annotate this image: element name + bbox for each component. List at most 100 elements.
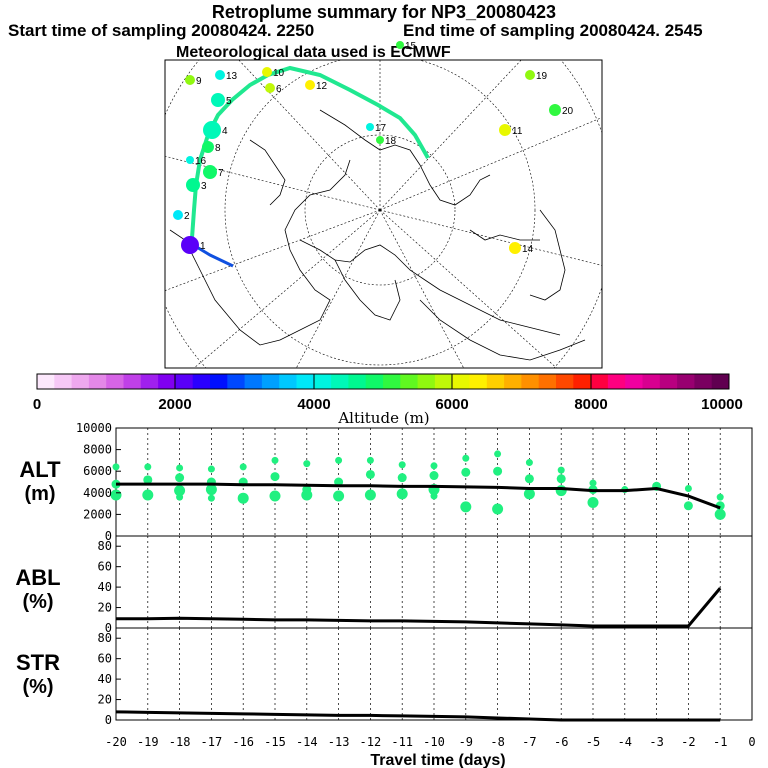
x-tick-label: -18	[169, 735, 191, 749]
y-tick-label: 20	[98, 693, 112, 707]
map-cluster-label: 17	[375, 123, 387, 134]
alt-cluster-dot	[112, 463, 120, 471]
alt-cluster-dot	[142, 489, 154, 501]
alt-cluster-dot	[335, 456, 343, 464]
colorbar-tick: 6000	[435, 396, 468, 413]
alt-cluster-dot	[269, 490, 281, 502]
alt-cluster-dot	[205, 484, 217, 496]
alt-cluster-dot	[429, 471, 439, 481]
y-tick-label: 60	[98, 652, 112, 666]
alt-cluster-dot	[523, 488, 535, 500]
alt-cluster-dot	[430, 462, 438, 470]
x-axis-label: Travel time (days)	[370, 752, 505, 768]
x-tick-label: -20	[105, 735, 127, 749]
colorbar-cell	[279, 374, 297, 389]
map-cluster-label: 12	[316, 81, 328, 92]
x-tick-label: -7	[522, 735, 536, 749]
y-tick-label: 4000	[83, 486, 112, 500]
map-cluster-label: 16	[195, 156, 207, 167]
colorbar-cell	[573, 374, 592, 389]
alt-cluster-dot	[365, 469, 375, 479]
colorbar-tick: 4000	[297, 396, 330, 413]
alt-cluster-dot	[589, 479, 597, 487]
colorbar-cell	[175, 374, 194, 389]
alt-cluster-dot	[716, 493, 724, 501]
colorbar-cell	[348, 374, 367, 389]
map-cluster-label: 8	[215, 143, 221, 154]
alt-cluster-dot	[176, 464, 184, 472]
map-cluster-marker	[396, 41, 404, 49]
str-axis-unit: (%)	[22, 676, 53, 698]
colorbar-cell	[261, 374, 280, 389]
x-tick-label: -12	[360, 735, 382, 749]
alt-cluster-dot	[587, 497, 599, 509]
map-cluster-marker	[549, 104, 561, 116]
colorbar-cell	[590, 374, 609, 389]
colorbar-cell	[677, 374, 695, 389]
alt-cluster-dot	[144, 463, 152, 471]
x-tick-label: -15	[264, 735, 286, 749]
alt-cluster-dot	[494, 450, 502, 458]
alt-yticks: 0 2000 4000 6000 8000 10000	[76, 421, 121, 543]
colorbar-cell	[88, 374, 107, 389]
map-cluster-label: 18	[385, 136, 397, 147]
colorbar-cell	[54, 374, 73, 389]
map-cluster-label: 14	[522, 244, 534, 255]
map-cluster-marker	[499, 124, 511, 136]
map-cluster-label: 13	[226, 71, 238, 82]
alt-cluster-dot	[207, 465, 215, 473]
alt-cluster-dot	[239, 463, 247, 471]
map-cluster-marker	[509, 242, 521, 254]
map-cluster-marker	[173, 210, 183, 220]
map-cluster-marker	[203, 165, 217, 179]
colorbar-cell	[434, 374, 453, 389]
map-cluster-label: 9	[196, 76, 202, 87]
colorbar-cell	[140, 374, 159, 389]
alt-cluster-dot	[524, 474, 534, 484]
map-cluster-label: 7	[218, 168, 224, 179]
map-cluster-label: 11	[512, 126, 523, 137]
alt-cluster-dot	[237, 492, 249, 504]
alt-cluster-dot	[493, 466, 503, 476]
map-cluster-label: 19	[536, 71, 548, 82]
colorbar-cell	[192, 374, 211, 389]
alt-cluster-dot	[492, 503, 504, 515]
alt-panel: 0 2000 4000 6000 8000 10000 ALT (m)	[19, 421, 753, 543]
y-tick-label: 40	[98, 580, 112, 594]
chart-title: Retroplume summary for NP3_20080423	[211, 2, 557, 22]
alt-cluster-dot	[176, 493, 184, 501]
x-tick-label: -8	[490, 735, 504, 749]
map-cluster-marker	[186, 156, 194, 164]
abl-yticks: 0 20 40 60 80	[98, 539, 121, 635]
alt-cluster-dot	[397, 473, 407, 483]
colorbar-cell	[521, 374, 540, 389]
start-time-label: Start time of sampling 20080424. 2250	[8, 21, 315, 40]
x-tick-label: -5	[586, 735, 600, 749]
colorbar-cell	[400, 374, 419, 389]
x-tick-label: -2	[681, 735, 695, 749]
colorbar-cell	[452, 374, 470, 389]
colorbar-cell	[365, 374, 384, 389]
colorbar-cell	[244, 374, 263, 389]
alt-cluster-dot	[462, 454, 470, 462]
colorbar-cell	[296, 374, 315, 389]
colorbar-cell	[694, 374, 713, 389]
colorbar-cell	[556, 374, 574, 389]
alt-cluster-dot	[460, 501, 472, 513]
colorbar-cell	[504, 374, 522, 389]
alt-cluster-dot	[366, 456, 374, 464]
map-cluster-marker	[215, 70, 225, 80]
alt-cluster-dot	[461, 467, 471, 477]
alt-cluster-dot	[555, 485, 567, 497]
abl-axis-label: ABL	[15, 565, 60, 590]
colorbar-cell	[607, 374, 626, 389]
abl-panel: 0 20 40 60 80 ABL (%)	[15, 535, 753, 635]
y-tick-label: 80	[98, 539, 112, 553]
alt-cluster-dot	[714, 508, 726, 520]
alt-grid	[147, 428, 721, 536]
y-tick-label: 40	[98, 672, 112, 686]
alt-mean-line	[116, 482, 721, 510]
alt-cluster-dot	[525, 459, 533, 467]
alt-cluster-dot	[271, 456, 279, 464]
y-tick-label: 0	[105, 621, 112, 635]
